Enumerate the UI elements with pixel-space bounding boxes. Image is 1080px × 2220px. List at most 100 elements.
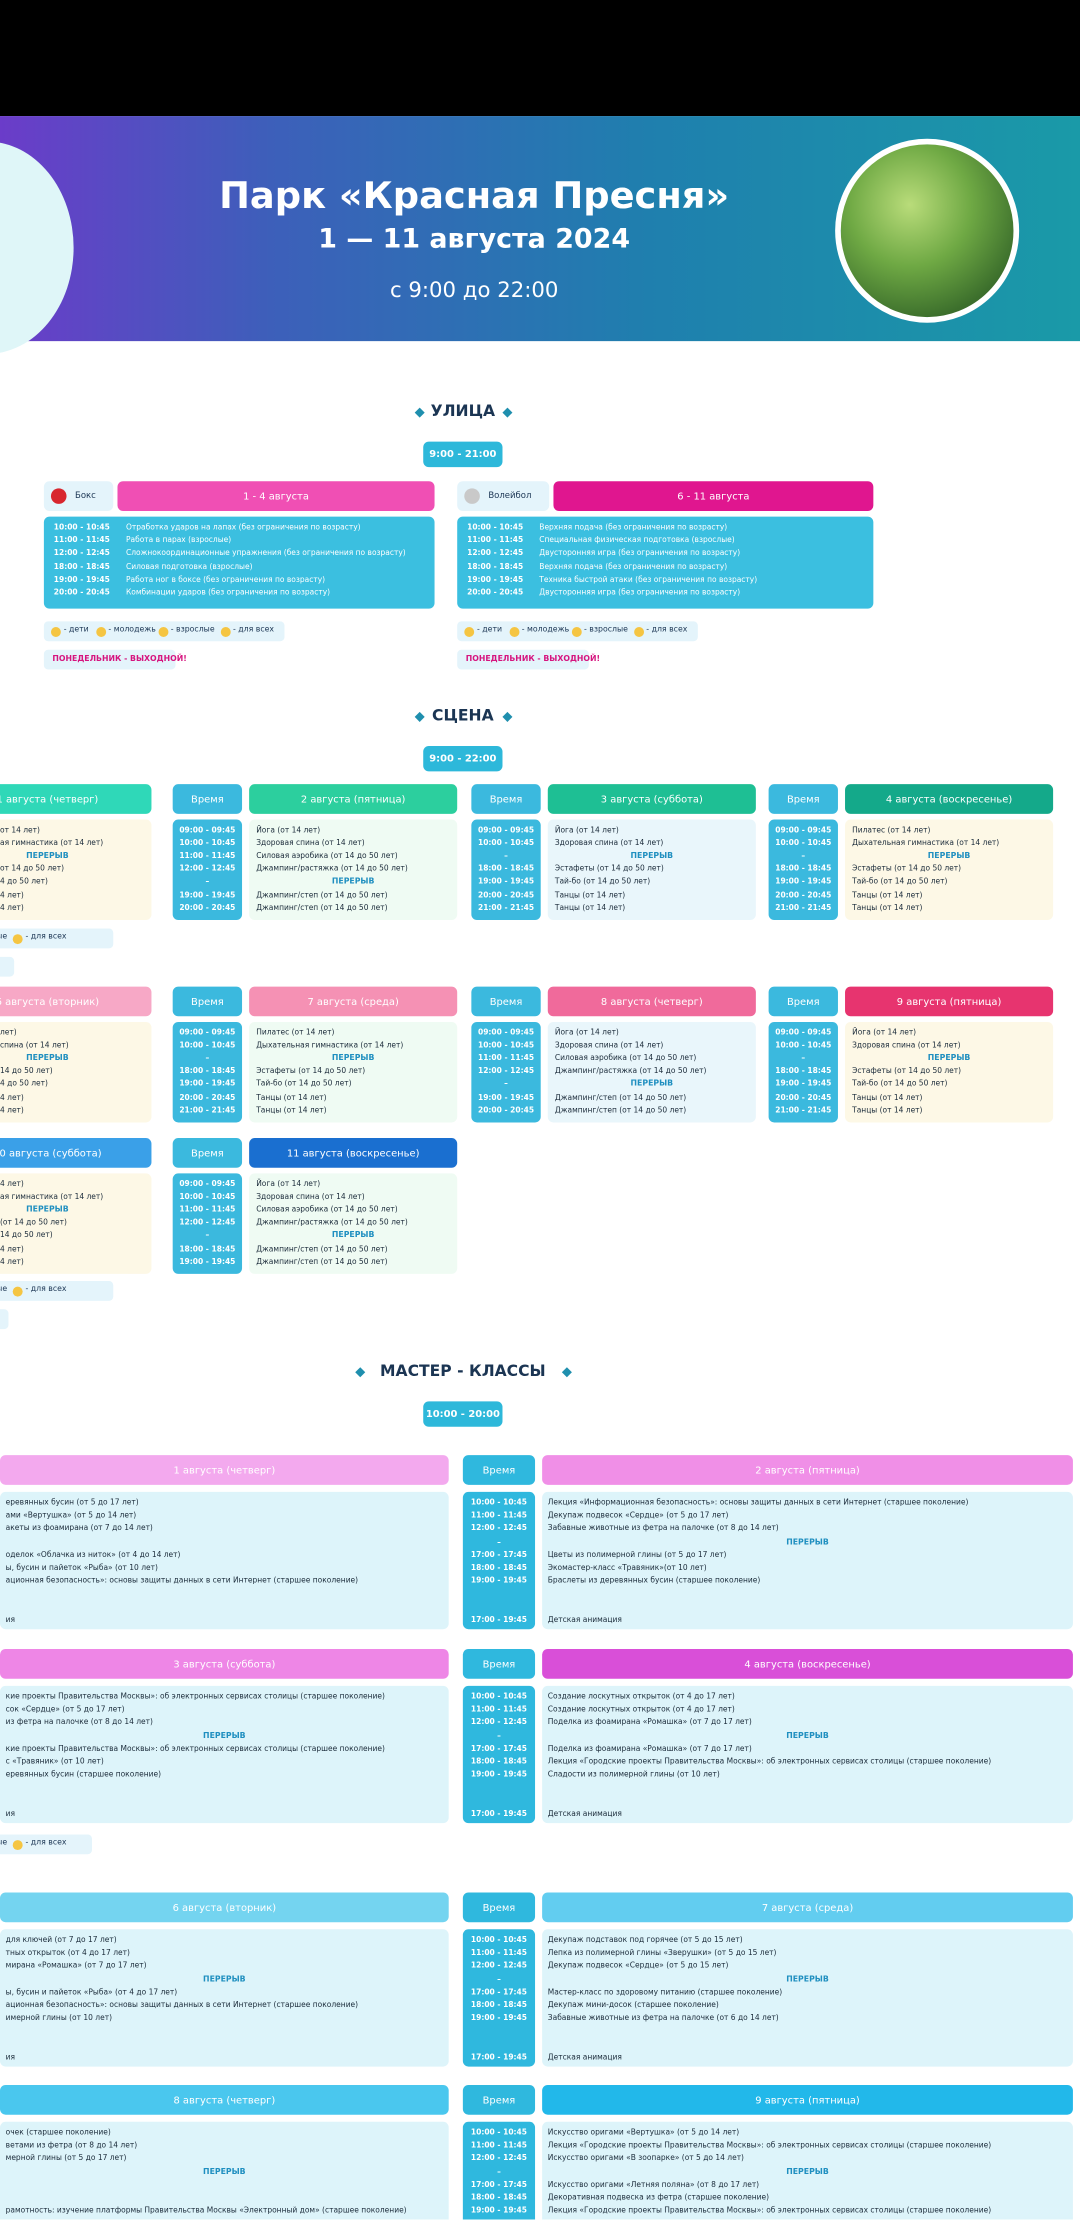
time-label: 17:00 - 17:45 — [470, 1988, 527, 1997]
hours-pill: 9:00 - 21:00 — [423, 441, 503, 468]
activity-label: Двусторонняя игра (без ограничения по во… — [539, 588, 741, 598]
time-header: Время — [462, 2084, 536, 2115]
legend-label: - дети — [477, 625, 503, 635]
time-label: – — [205, 878, 210, 887]
time-label: 19:00 - 19:45 — [470, 1771, 527, 1780]
time-label: 09:00 - 09:45 — [179, 1029, 236, 1038]
activity-label: очек (старшее поколение) — [5, 2128, 111, 2138]
legend-label: - взрослые — [584, 625, 628, 635]
activity-label: Искусство оригами «В зоопарке» (от 5 до … — [547, 2154, 744, 2164]
activity-label: Йога (от 14 лет) — [852, 1029, 917, 1038]
day-header: 4 августа (воскресенье) — [845, 784, 1054, 814]
activity-label: Силовая аэробика (от 14 до 50 лет) — [256, 852, 398, 861]
top-bar — [0, 0, 1080, 117]
activity-label: Танцы (от 14 лет) — [852, 1106, 923, 1115]
time-label: 12:00 - 12:45 — [470, 1525, 527, 1534]
header-dates: 1 — 11 августа 2024 — [318, 223, 631, 255]
break-label: ПЕРЕРЫВ — [786, 1975, 829, 1984]
day-header: 1 августа (четверг) — [0, 1455, 449, 1485]
activity-label: Йога (от 14 лет) — [256, 1180, 321, 1189]
break-label: ПЕРЕРЫВ — [331, 1054, 375, 1064]
activity-label: Здоровая спина (от 14 лет) — [852, 1041, 961, 1051]
time-label: 20:00 - 20:45 — [477, 1106, 535, 1115]
time-label: 18:00 - 18:45 — [470, 2001, 527, 2010]
time-card — [471, 1021, 541, 1123]
activity-label: Поделка из фоамирана «Ромашка» (от 7 до … — [547, 1744, 752, 1754]
day-card — [0, 1173, 152, 1274]
time-label: 20:00 - 20:45 — [179, 903, 236, 913]
activity-label: спина (от 14 лет) — [0, 1041, 69, 1051]
time-label: 10:00 - 10:45 — [467, 523, 524, 533]
time-label: 09:00 - 09:45 — [775, 1029, 832, 1038]
time-card — [768, 819, 838, 921]
activity-label: ационная безопасность»: основы защиты да… — [5, 2001, 359, 2010]
day-header: 3 августа (суббота) — [547, 784, 756, 814]
activity-label: Дыхательная гимнастика (от 14 лет) — [852, 839, 1000, 848]
activity-label: Верхняя подача (без ограничения по возра… — [539, 523, 728, 533]
day-header: 2 августа (пятница) — [249, 784, 458, 814]
day-card — [0, 1929, 449, 2067]
time-label: 21:00 - 21:45 — [477, 903, 535, 913]
section-title: МАСТЕР - КЛАССЫ — [380, 1361, 546, 1381]
day-card — [542, 1491, 1073, 1630]
activity-label: Джампинг/растяжка (от 14 до 50 лет) — [256, 865, 408, 874]
time-label: 21:00 - 21:45 — [179, 1106, 236, 1115]
activity-label: тных открыток (от 4 до 17 лет) — [5, 1949, 130, 1958]
time-header: Время — [462, 1649, 536, 1679]
time-header: Время — [768, 986, 838, 1017]
legend-label: - для всех — [25, 932, 67, 942]
activity-label: Джампинг/степ (от 14 до 50 лет) — [554, 1093, 687, 1102]
closed-note: т — [0, 1309, 9, 1330]
time-header: Время — [172, 784, 243, 814]
legend: - дети - молодежь - взрослые - для всех — [43, 621, 285, 642]
activity-label: Здоровая спина (от 14 лет) — [554, 839, 664, 848]
activity-label: для ключей (от 7 до 17 лет) — [5, 1936, 117, 1945]
time-label: 20:00 - 20:45 — [179, 1093, 236, 1102]
time-label: 21:00 - 21:45 — [775, 1106, 832, 1115]
activity-label: Забавные животные из фетра на палочке (о… — [547, 2014, 779, 2023]
activity-label: Здоровая спина (от 14 лет) — [256, 1193, 365, 1202]
sport-label: Волейбол — [488, 491, 532, 502]
activity-label: ами «Вертушка» (от 5 до 14 лет) — [5, 1511, 137, 1521]
activity-label: Поделка из фоамирана «Ромашка» (от 7 до … — [547, 1718, 752, 1728]
schedule-card — [457, 516, 874, 609]
day-card — [845, 819, 1054, 921]
day-card — [0, 2121, 449, 2220]
time-card — [172, 819, 243, 921]
day-header: 2 августа (пятница) — [542, 1455, 1073, 1485]
activity-label: Сложнокоординационные упражнения (без ог… — [125, 549, 406, 559]
time-header: Время — [471, 784, 541, 814]
activity-label: ационная безопасность»: основы защиты да… — [5, 1577, 359, 1586]
activity-label: Джампинг/степ (от 14 до 50 лет) — [256, 1257, 388, 1267]
activity-label: Работа в парах (взрослые) — [125, 536, 232, 546]
time-header: Время — [471, 986, 541, 1017]
hours-pill: 10:00 - 20:00 — [423, 1401, 503, 1427]
time-label: 12:00 - 12:45 — [179, 1219, 236, 1228]
day-card — [542, 1685, 1073, 1824]
activity-label: 4 до 50 лет) — [0, 878, 48, 887]
sport-chip: Бокс — [43, 481, 114, 511]
activity-label: Джампинг/степ (от 14 до 50 лет) — [256, 891, 388, 900]
activity-label: 4 лет) — [0, 903, 24, 913]
activity-label: сок «Сердце» (от 5 до 17 лет) — [5, 1705, 125, 1715]
time-label: 10:00 - 10:45 — [179, 839, 236, 848]
activity-label: 4 лет) — [0, 1244, 24, 1254]
activity-label: Мастер-класс по здоровому питанию (старш… — [547, 1988, 783, 1997]
day-header: 3 августа (суббота) — [0, 1649, 449, 1679]
time-card — [172, 1021, 243, 1123]
day-header: 6 августа (вторник) — [0, 1892, 449, 1923]
activity-label: из фетра на палочке (от 8 до 14 лет) — [5, 1718, 153, 1728]
activity-label: Тай-бо (от 14 до 50 лет) — [852, 878, 948, 887]
period-header: 6 - 11 августа — [553, 481, 874, 511]
activity-label: Искусство оригами «Вертушка» (от 5 до 14… — [547, 2128, 740, 2138]
day-card — [249, 1173, 458, 1274]
activity-label: Эстафеты (от 14 до 50 лет) — [256, 1067, 366, 1077]
activity-label: Двусторонняя игра (без ограничения по во… — [539, 549, 741, 559]
time-label: 19:00 - 19:45 — [179, 891, 236, 900]
time-card — [462, 1685, 536, 1824]
activity-label: Лекция «Городские проекты Правительства … — [547, 2141, 992, 2151]
activity-label: Танцы (от 14 лет) — [852, 903, 923, 913]
activity-label: 4 лет) — [0, 1257, 24, 1267]
time-label: 20:00 - 20:45 — [53, 588, 110, 598]
time-label: 18:00 - 18:45 — [179, 1244, 236, 1254]
